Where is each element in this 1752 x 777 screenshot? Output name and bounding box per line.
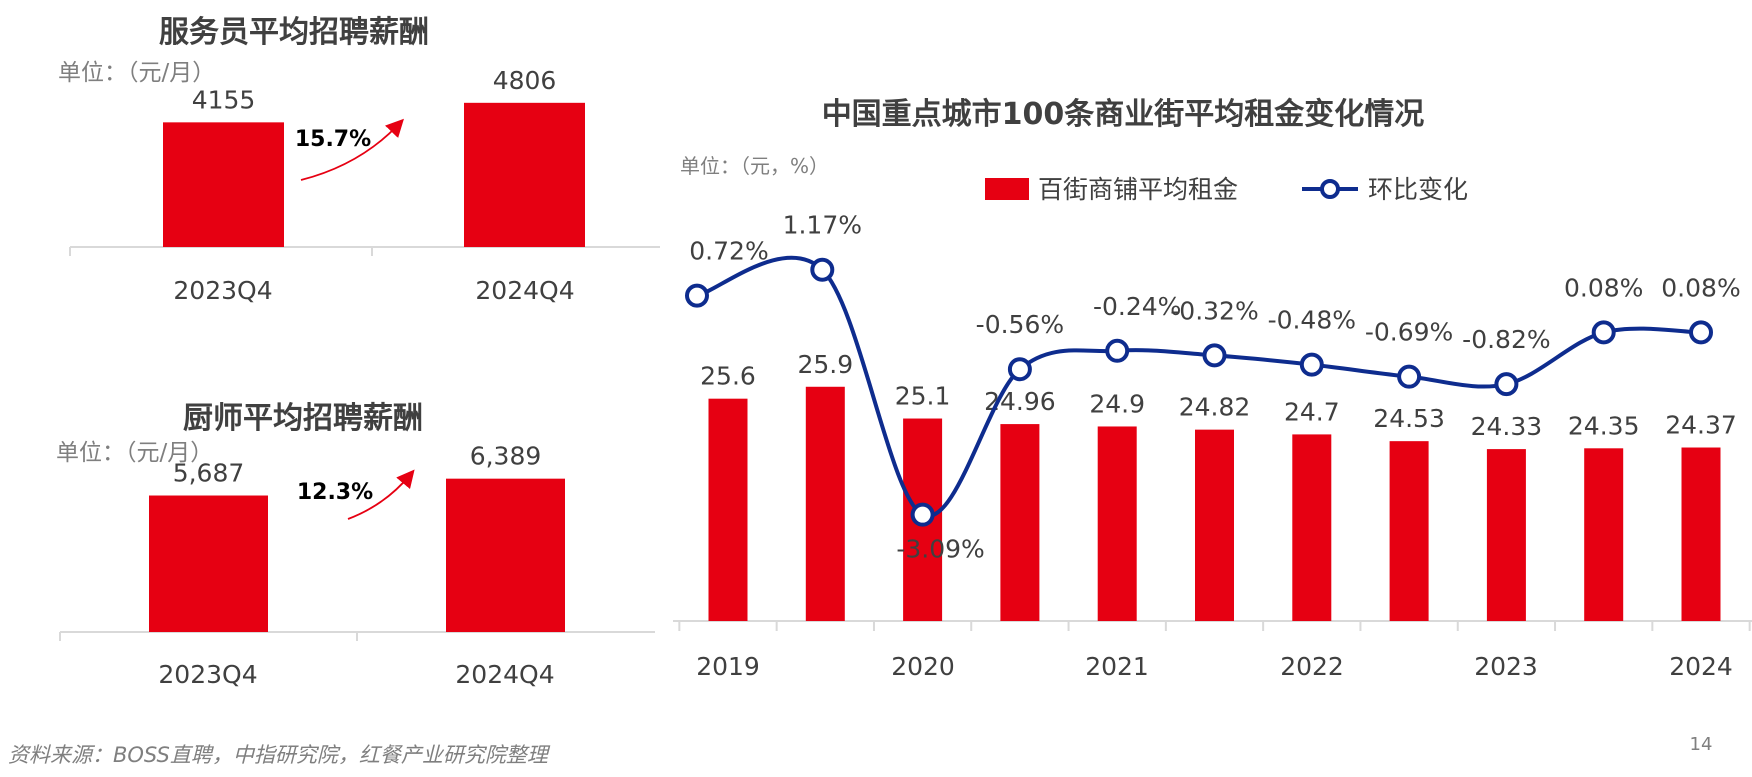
rent-bar <box>1000 424 1040 621</box>
growth-label: 15.7% <box>295 127 371 152</box>
legend: 百街商铺平均租金 环比变化 <box>985 175 1468 204</box>
source-note: 资料来源：BOSS直聘，中指研究院，红餐产业研究院整理 <box>8 743 551 767</box>
x-tick-label: 2024 <box>1669 652 1733 681</box>
x-tick-label: 2021 <box>1085 652 1149 681</box>
rent-bar-label: 24.33 <box>1471 412 1543 441</box>
x-tick-label: 2023 <box>1474 652 1538 681</box>
x-tick-label: 2022 <box>1280 652 1344 681</box>
legend-bar-label: 百街商铺平均租金 <box>1038 175 1238 204</box>
category-label: 2024Q4 <box>475 276 574 305</box>
category-label: 2023Q4 <box>173 276 272 305</box>
waiter-salary-chart: 服务员平均招聘薪酬 单位：（元/月） 4155 4806 2023Q4 2024… <box>58 15 660 305</box>
rent-bar <box>1097 426 1137 621</box>
rent-change-point <box>810 257 835 282</box>
legend-marker-icon <box>1320 179 1340 199</box>
rent-change-point <box>685 283 709 308</box>
rent-change-point <box>1494 372 1519 397</box>
bar-2023q4 <box>149 495 268 632</box>
growth-arrow-icon <box>347 469 415 520</box>
value-label: 4155 <box>192 85 256 114</box>
rent-bar <box>1486 449 1526 621</box>
unit-label: 单位：（元，%） <box>680 154 829 178</box>
rent-bar-label: 25.6 <box>700 362 756 391</box>
category-label: 2024Q4 <box>455 660 554 689</box>
rent-bar-label: 24.82 <box>1179 393 1251 422</box>
legend-line-label: 环比变化 <box>1368 175 1468 204</box>
rent-bar-label: 24.37 <box>1665 411 1737 440</box>
rent-change-label: -0.48% <box>1268 306 1356 335</box>
rent-bar <box>1584 448 1624 621</box>
rent-change-label: 1.17% <box>783 211 862 240</box>
rent-change-label: -0.82% <box>1462 325 1550 354</box>
bar-2024q4 <box>464 102 585 247</box>
rent-change-point <box>1689 320 1713 345</box>
value-label: 5,687 <box>173 459 245 488</box>
value-label: 6,389 <box>470 442 542 471</box>
growth-label: 12.3% <box>297 480 373 505</box>
rent-change-label: -3.09% <box>896 535 984 564</box>
rent-change-point <box>910 502 935 527</box>
rent-change-label: 0.08% <box>1564 273 1643 302</box>
rent-change-label: -0.32% <box>1170 296 1258 325</box>
unit-label: 单位：（元/月） <box>58 60 215 86</box>
rent-bar-label: 25.9 <box>797 350 853 379</box>
rent-bar-label: 24.9 <box>1089 389 1145 418</box>
rent-bar-label: 24.7 <box>1284 397 1340 426</box>
chart-title: 服务员平均招聘薪酬 <box>159 15 429 50</box>
category-label: 2023Q4 <box>158 660 257 689</box>
rent-bar <box>1195 429 1234 621</box>
page-number: 14 <box>1690 734 1713 755</box>
legend-bar-swatch <box>985 178 1029 200</box>
chef-salary-chart: 厨师平均招聘薪酬 单位：（元/月） 5,687 6,389 2023Q4 202… <box>56 401 655 689</box>
rent-change-label: -0.69% <box>1365 318 1453 347</box>
rent-bar <box>1681 447 1721 621</box>
unit-label: 单位：（元/月） <box>56 440 213 466</box>
rent-change-label: 0.72% <box>689 237 768 266</box>
rent-bar-label: 24.35 <box>1568 411 1640 440</box>
rent-change-point <box>1202 343 1227 368</box>
growth-arrow-icon <box>300 118 404 181</box>
rent-change-label: -0.56% <box>976 310 1064 339</box>
chart-title: 中国重点城市100条商业街平均租金变化情况 <box>822 97 1425 132</box>
rent-change-point <box>1105 338 1130 363</box>
rent-bar <box>1292 434 1332 621</box>
rent-change-label: 0.08% <box>1661 273 1740 302</box>
rent-change-point <box>1591 320 1616 345</box>
value-label: 4806 <box>493 66 557 95</box>
x-tick-label: 2019 <box>696 652 760 681</box>
rent-bar-label: 24.53 <box>1373 404 1445 433</box>
rent-change-label: -0.24% <box>1093 292 1181 321</box>
rent-bar <box>1389 441 1429 621</box>
rent-change-chart: 中国重点城市100条商业街平均租金变化情况 单位：（元，%） 百街商铺平均租金 … <box>673 97 1752 681</box>
chart-title: 厨师平均招聘薪酬 <box>183 401 423 436</box>
x-tick-label: 2020 <box>891 652 955 681</box>
rent-change-point <box>1397 364 1422 389</box>
rent-bar <box>805 386 845 621</box>
bar-2024q4 <box>446 478 565 632</box>
rent-change-point <box>1007 357 1032 382</box>
rent-bar-label: 25.1 <box>895 382 951 411</box>
bar-2023q4 <box>163 122 284 247</box>
rent-bar <box>708 398 748 621</box>
rent-change-point <box>1299 352 1324 377</box>
